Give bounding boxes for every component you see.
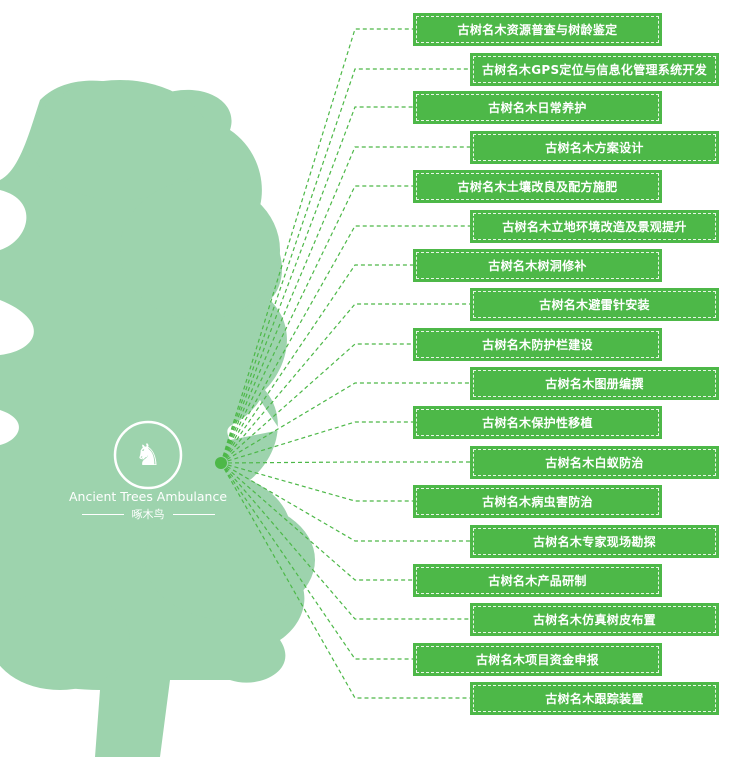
service-item: 古树名木项目资金申报: [413, 643, 662, 676]
connector-line: [220, 461, 470, 464]
connector-line: [220, 28, 413, 464]
connector-lines: [220, 28, 470, 699]
service-item-label: 古树名木白蚁防治: [473, 449, 716, 476]
service-item: 古树名木专家现场勘探: [470, 525, 719, 558]
service-item-label: 古树名木项目资金申报: [416, 646, 659, 673]
service-item-label: 古树名木资源普查与树龄鉴定: [416, 16, 659, 43]
logo-english: Ancient Trees Ambulance: [68, 489, 228, 504]
connector-line: [220, 462, 413, 502]
service-item-label: 古树名木立地环境改造及景观提升: [473, 213, 716, 240]
service-item: 古树名木仿真树皮布置: [470, 603, 719, 636]
service-item: 古树名木跟踪装置: [470, 682, 719, 715]
service-item: 古树名木病虫害防治: [413, 485, 662, 518]
logo-chinese-row: 啄木鸟: [68, 506, 228, 522]
connector-line: [220, 421, 413, 464]
service-item: 古树名木GPS定位与信息化管理系统开发: [470, 53, 719, 86]
service-item: 古树名木立地环境改造及景观提升: [470, 210, 719, 243]
service-item-label: 古树名木避雷针安装: [473, 291, 716, 318]
connector-line: [220, 68, 470, 464]
connector-line: [220, 343, 413, 464]
connector-line: [220, 106, 413, 464]
origin-dot: [215, 457, 227, 469]
tree-silhouette: [0, 80, 315, 757]
service-item: 古树名木避雷针安装: [470, 288, 719, 321]
service-item-label: 古树名木日常养护: [416, 94, 659, 121]
service-item: 古树名木防护栏建设: [413, 328, 662, 361]
service-item: 古树名木白蚁防治: [470, 446, 719, 479]
service-item: 古树名木树洞修补: [413, 249, 662, 282]
service-item-label: 古树名木树洞修补: [416, 252, 659, 279]
service-item-label: 古树名木专家现场勘探: [473, 528, 716, 555]
service-item: 古树名木图册编撰: [470, 367, 719, 400]
service-item-label: 古树名木方案设计: [473, 134, 716, 161]
connector-line: [220, 462, 413, 581]
service-item: 古树名木土壤改良及配方施肥: [413, 170, 662, 203]
service-item-label: 古树名木图册编撰: [473, 370, 716, 397]
logo-ring: [113, 420, 183, 490]
service-item: 古树名木日常养护: [413, 91, 662, 124]
connector-line: [220, 462, 470, 542]
connector-line: [220, 462, 413, 660]
logo-chinese: 啄木鸟: [131, 508, 165, 521]
service-item-label: 古树名木GPS定位与信息化管理系统开发: [473, 56, 716, 83]
service-item: 古树名木方案设计: [470, 131, 719, 164]
connector-line: [220, 462, 470, 620]
woodpecker-icon: ♞: [134, 438, 162, 473]
service-item-label: 古树名木产品研制: [416, 567, 659, 594]
service-item-label: 古树名木病虫害防治: [416, 488, 659, 515]
service-item-label: 古树名木跟踪装置: [473, 685, 716, 712]
tree-gaps: [0, 190, 280, 445]
connector-line: [220, 146, 470, 464]
connector-line: [220, 382, 470, 464]
service-item: 古树名木产品研制: [413, 564, 662, 597]
service-item-label: 古树名木仿真树皮布置: [473, 606, 716, 633]
service-item: 古树名木资源普查与树龄鉴定: [413, 13, 662, 46]
logo: ♞ Ancient Trees Ambulance 啄木鸟: [68, 425, 228, 522]
connector-line: [220, 185, 413, 464]
connector-line: [220, 264, 413, 464]
service-item-label: 古树名木保护性移植: [416, 409, 659, 436]
service-item: 古树名木保护性移植: [413, 406, 662, 439]
service-item-label: 古树名木防护栏建设: [416, 331, 659, 358]
service-item-label: 古树名木土壤改良及配方施肥: [416, 173, 659, 200]
